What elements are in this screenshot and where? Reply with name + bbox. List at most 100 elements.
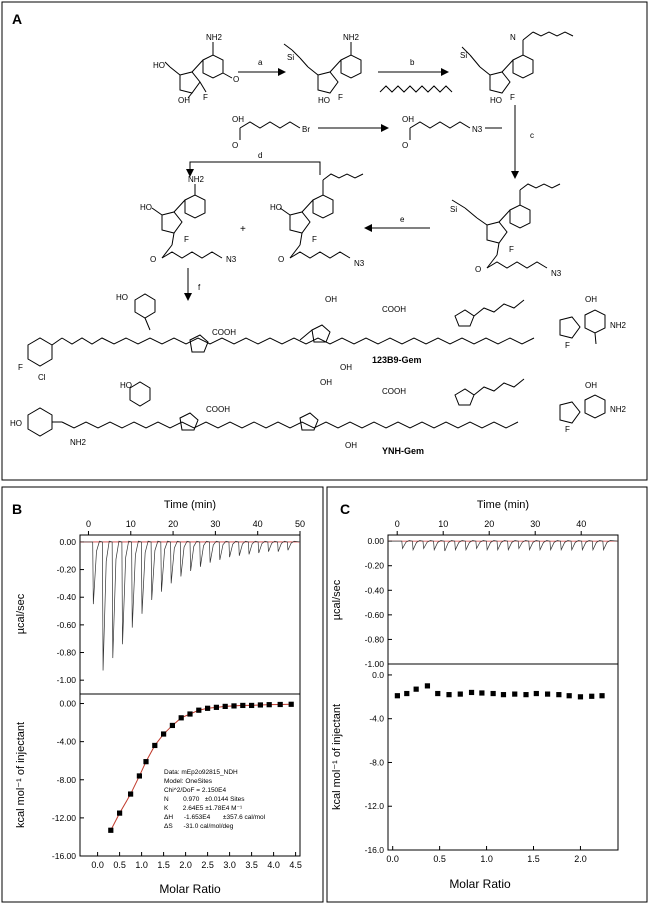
time-tick-label: 30 <box>210 519 220 529</box>
alloc-ester-f: F <box>312 235 317 244</box>
panel-b-frame <box>1 486 324 903</box>
panel-c: C Time (min) 0 10 20 30 40 0.00 -0.20 -0.40 -0.… <box>326 486 648 903</box>
gem-ester-nh2: NH2 <box>188 175 205 184</box>
y2-tick-label: -16.00 <box>52 851 76 861</box>
time-tick-label: 40 <box>253 519 263 529</box>
panel-c-x-ticks: 0.0 0.5 1.0 1.5 2.0 <box>386 846 587 864</box>
data-point <box>394 693 400 699</box>
time-tick-label: 0 <box>395 519 400 529</box>
conj2-oh-1: OH <box>320 378 332 387</box>
data-point <box>231 703 237 709</box>
data-point <box>136 773 142 779</box>
data-point <box>266 702 272 708</box>
alloc-ester-structure <box>279 173 364 259</box>
panel-b-raw-trace <box>80 540 301 671</box>
bromo-o: O <box>232 141 238 150</box>
data-point <box>108 827 114 833</box>
panel-b-time-title: Time (min) <box>164 499 216 511</box>
panel-c-thermogram-frame <box>387 534 619 665</box>
conj2-cooh-1: COOH <box>206 405 230 414</box>
x-tick-label: 0.5 <box>113 860 126 870</box>
fit-line-chi: Chi^2/DoF = 2.150E4 <box>164 787 227 794</box>
fit-line-ds: ΔS -31.0 cal/mol/deg <box>164 823 234 830</box>
data-point <box>222 703 228 709</box>
tbs-gem-si: Si <box>287 53 294 62</box>
bromohexanoic-acid-structure <box>239 121 301 140</box>
data-point <box>457 691 463 697</box>
data-point <box>556 692 562 698</box>
data-point <box>413 686 419 692</box>
arrow-d <box>186 161 321 177</box>
data-point <box>446 692 452 698</box>
conjugate-123b9-gem-structure <box>27 293 606 367</box>
data-point <box>424 683 431 689</box>
tbs-gem-f: F <box>338 93 343 102</box>
panel-b-thermogram-frame <box>79 534 301 695</box>
y1-tick-label: -0.20 <box>57 565 77 575</box>
gem-ester-n3: N3 <box>226 255 237 264</box>
tbs-gemcitabine-structure <box>283 42 362 94</box>
y1-tick-label: -1.00 <box>365 659 385 669</box>
fit-line-data: Data: mEp2o92815_NDH <box>164 769 238 776</box>
azidohexanoic-acid-structure <box>409 121 471 140</box>
conj1-oh-2: OH <box>340 363 352 372</box>
time-tick-label: 0 <box>86 519 91 529</box>
y1-tick-label: -0.80 <box>365 634 385 644</box>
panel-a: A NH2 HO OH F O a <box>1 1 648 481</box>
data-point <box>479 690 485 696</box>
panel-c-data-points <box>394 683 605 700</box>
panel-c-y2-ticks: 0.0 -4.0 -8.0 -12.0 -16.0 <box>365 670 392 855</box>
time-tick-label: 30 <box>530 519 540 529</box>
y2-tick-label: -8.0 <box>369 757 384 767</box>
panel-a-label: A <box>12 11 22 27</box>
alloc-ester-ho: HO <box>270 203 282 212</box>
conj1-oh-3: OH <box>585 295 597 304</box>
panel-c-time-title: Time (min) <box>477 499 529 511</box>
data-point <box>490 690 496 697</box>
gem-ester-f: F <box>184 235 189 244</box>
conj2-oh-2: OH <box>345 441 357 450</box>
alloc-anhydride <box>379 85 453 93</box>
conj2-ho-2: HO <box>120 381 132 390</box>
y2-tick-label: -8.00 <box>57 775 77 785</box>
alloc-gemcitabine-structure <box>461 31 574 94</box>
time-tick-label: 20 <box>484 519 494 529</box>
y2-tick-label: 0.0 <box>372 670 384 680</box>
panel-c-isotherm-frame <box>387 663 619 851</box>
conj2-nh2: NH2 <box>70 438 87 447</box>
x-tick-label: 3.5 <box>245 860 258 870</box>
panel-a-frame <box>1 1 648 481</box>
y1-tick-label: -0.60 <box>57 620 77 630</box>
bromo-oh: OH <box>232 115 244 124</box>
tbs-alloc-o: O <box>475 265 481 274</box>
data-point <box>187 711 193 717</box>
data-point <box>143 759 149 765</box>
panel-b-isotherm-frame <box>79 693 301 857</box>
conj2-nh2-2: NH2 <box>610 405 627 414</box>
x-tick-label: 4.5 <box>289 860 302 870</box>
panel-c-raw-trace <box>388 540 619 552</box>
x-tick-label: 2.5 <box>201 860 214 870</box>
data-point <box>205 705 211 711</box>
time-tick-label: 10 <box>438 519 448 529</box>
data-point <box>196 707 202 713</box>
step-d-label: d <box>258 151 262 160</box>
x-tick-label: 3.0 <box>223 860 236 870</box>
y1-tick-label: -0.40 <box>57 592 77 602</box>
time-tick-label: 50 <box>295 519 305 529</box>
panel-c-x-title: Molar Ratio <box>449 877 511 891</box>
bromo-br: Br <box>302 125 310 134</box>
conj1-f2: F <box>565 341 570 350</box>
data-point <box>249 702 255 709</box>
y2-tick-label: -12.0 <box>365 801 385 811</box>
conj2-cooh-2: COOH <box>382 387 406 396</box>
fit-line-model: Model: OneSites <box>164 778 213 785</box>
data-point <box>468 689 475 696</box>
step-a-label: a <box>258 58 263 67</box>
x-tick-label: 0.5 <box>433 854 446 864</box>
data-point <box>589 693 595 699</box>
data-point <box>288 701 294 707</box>
data-point <box>523 692 529 698</box>
y1-tick-label: 0.00 <box>59 537 76 547</box>
